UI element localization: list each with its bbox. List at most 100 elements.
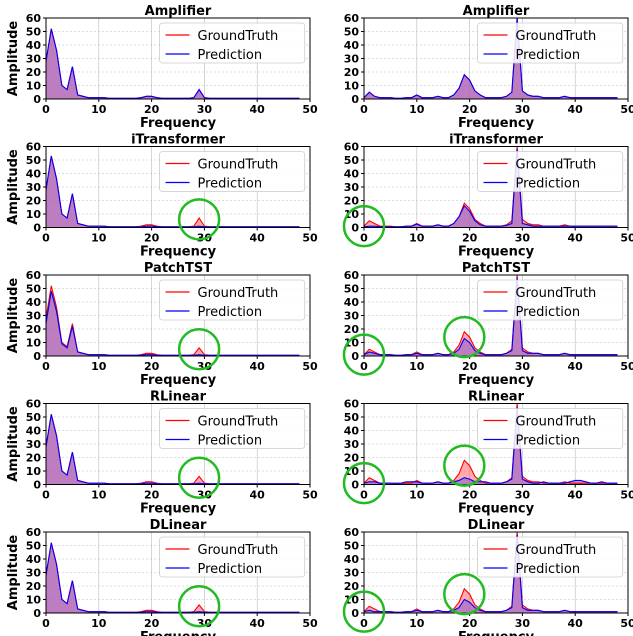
legend-label-prediction: Prediction <box>516 177 581 192</box>
x-axis-label: Frequency <box>140 502 217 517</box>
y-tick-label: 40 <box>26 553 42 566</box>
y-tick-label: 40 <box>26 296 42 309</box>
y-tick-label: 30 <box>26 53 42 66</box>
x-tick-label: 30 <box>515 489 531 502</box>
x-tick-label: 40 <box>568 360 584 373</box>
y-tick-label: 0 <box>351 222 359 235</box>
x-tick-label: 20 <box>462 232 478 245</box>
y-tick-label: 30 <box>344 181 360 194</box>
y-tick-label: 20 <box>344 195 360 208</box>
y-tick-label: 50 <box>344 283 360 296</box>
legend-label-prediction: Prediction <box>516 305 581 320</box>
legend-box <box>159 279 306 321</box>
x-axis-label: Frequency <box>458 373 535 388</box>
legend: GroundTruth Prediction <box>477 408 624 449</box>
y-tick-label: 10 <box>26 337 42 350</box>
legend: GroundTruth Prediction <box>159 22 306 64</box>
x-tick-label: 30 <box>515 103 531 116</box>
y-tick-label: 60 <box>26 526 42 539</box>
x-tick-label: 50 <box>302 360 318 373</box>
y-tick-label: 50 <box>26 540 42 553</box>
x-tick-label: 0 <box>42 617 50 630</box>
x-tick-label: 50 <box>302 103 318 116</box>
x-tick-label: 20 <box>144 617 160 630</box>
y-tick-label: 60 <box>26 141 42 154</box>
x-axis-label: Frequency <box>458 630 535 636</box>
legend-box <box>159 536 306 578</box>
y-tick-label: 50 <box>344 540 360 553</box>
x-tick-label: 20 <box>144 360 160 373</box>
x-tick-label: 10 <box>91 232 107 245</box>
legend-box <box>159 151 306 192</box>
y-tick-label: 60 <box>26 269 42 282</box>
x-tick-label: 20 <box>462 103 478 116</box>
y-axis-label: Amplitude <box>6 278 21 354</box>
y-tick-label: 50 <box>344 411 360 424</box>
highlight-circle <box>443 444 486 487</box>
y-tick-label: 60 <box>344 141 360 154</box>
y-tick-label: 0 <box>33 222 41 235</box>
y-tick-label: 40 <box>344 553 360 566</box>
series-line-prediction <box>45 414 300 485</box>
y-tick-label: 0 <box>33 479 41 492</box>
legend-box <box>477 536 624 578</box>
series-area-prediction <box>46 291 300 356</box>
x-tick-label: 0 <box>360 103 368 116</box>
legend: GroundTruth Prediction <box>477 151 624 192</box>
series-area-prediction <box>46 28 300 99</box>
x-tick-label: 50 <box>302 489 318 502</box>
y-tick-label: 50 <box>344 154 360 167</box>
legend-box <box>159 22 306 64</box>
y-tick-label: 40 <box>344 168 360 181</box>
legend-label-groundtruth: GroundTruth <box>198 158 279 173</box>
y-tick-label: 20 <box>344 580 360 593</box>
x-tick-label: 50 <box>620 489 633 502</box>
highlight-circle <box>342 590 386 633</box>
x-tick-label: 20 <box>462 360 478 373</box>
x-tick-label: 10 <box>91 617 107 630</box>
x-axis-label: Frequency <box>140 373 217 388</box>
y-tick-label: 10 <box>26 594 42 607</box>
x-tick-label: 0 <box>360 489 368 502</box>
series-line-prediction <box>45 542 300 613</box>
y-tick-label: 20 <box>344 452 360 465</box>
y-tick-label: 40 <box>26 425 42 438</box>
x-tick-label: 0 <box>42 489 50 502</box>
series-line-prediction <box>363 407 618 484</box>
y-tick-label: 60 <box>344 269 360 282</box>
x-tick-label: 50 <box>620 360 633 373</box>
legend-label-groundtruth: GroundTruth <box>198 543 279 558</box>
y-tick-label: 0 <box>351 607 359 620</box>
legend-label-groundtruth: GroundTruth <box>516 543 597 558</box>
y-tick-label: 50 <box>26 154 42 167</box>
legend-label-prediction: Prediction <box>198 177 263 192</box>
highlight-circle <box>342 204 386 248</box>
x-axis-label: Frequency <box>140 116 217 131</box>
subplot-title: DLinear <box>468 518 525 533</box>
x-tick-label: 40 <box>568 232 584 245</box>
legend-label-groundtruth: GroundTruth <box>516 29 597 44</box>
legend: GroundTruth Prediction <box>159 408 306 449</box>
highlight-circle <box>177 585 221 628</box>
x-tick-label: 50 <box>302 232 318 245</box>
x-tick-label: 20 <box>462 617 478 630</box>
subplot-title: PatchTST <box>462 261 530 276</box>
y-axis-label: Amplitude <box>6 149 21 225</box>
y-tick-label: 0 <box>351 479 359 492</box>
x-tick-label: 10 <box>91 360 107 373</box>
series-area-prediction <box>46 542 300 613</box>
y-tick-label: 0 <box>33 607 41 620</box>
x-tick-label: 20 <box>144 489 160 502</box>
highlight-circle <box>177 456 221 499</box>
legend-label-prediction: Prediction <box>198 305 263 320</box>
x-tick-label: 0 <box>360 617 368 630</box>
subplot-title: PatchTST <box>144 261 212 276</box>
y-tick-label: 60 <box>344 398 360 411</box>
highlight-circle <box>177 198 221 241</box>
y-tick-label: 0 <box>351 93 359 106</box>
series-line-prediction <box>363 149 618 228</box>
x-tick-label: 10 <box>409 360 425 373</box>
legend-box <box>477 151 624 192</box>
